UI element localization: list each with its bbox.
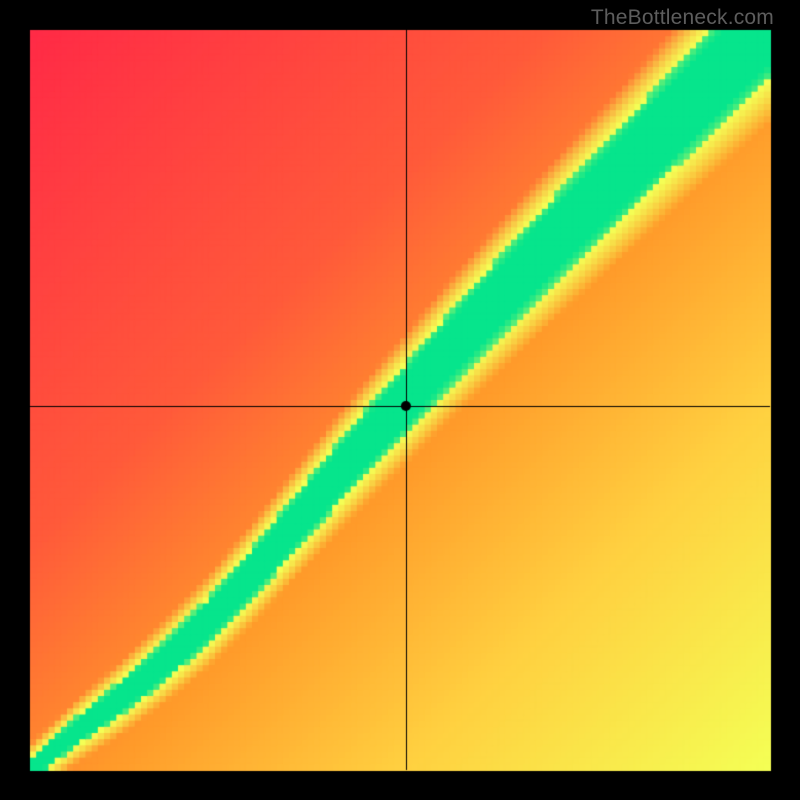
watermark-text: TheBottleneck.com xyxy=(591,6,774,30)
bottleneck-heatmap xyxy=(0,0,800,800)
